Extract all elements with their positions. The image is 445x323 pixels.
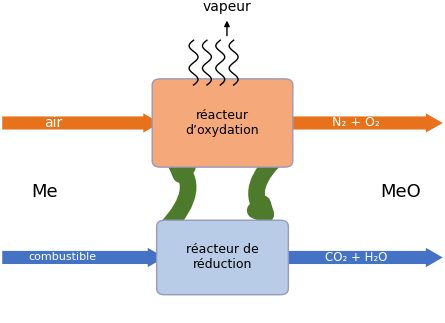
Text: CO₂ + H₂O: CO₂ + H₂O xyxy=(325,251,387,264)
Text: vapeur: vapeur xyxy=(202,0,251,14)
Polygon shape xyxy=(2,113,160,133)
FancyBboxPatch shape xyxy=(152,79,293,167)
Text: Me: Me xyxy=(31,183,58,201)
Polygon shape xyxy=(285,113,443,133)
Text: réacteur
d’oxydation: réacteur d’oxydation xyxy=(186,109,259,137)
Text: air: air xyxy=(44,116,63,130)
FancyBboxPatch shape xyxy=(157,220,288,295)
Text: combustible: combustible xyxy=(28,253,97,263)
Text: N₂ + O₂: N₂ + O₂ xyxy=(332,117,380,130)
Polygon shape xyxy=(2,248,165,267)
Text: réacteur de
réduction: réacteur de réduction xyxy=(186,244,259,271)
Polygon shape xyxy=(280,248,443,267)
Text: MeO: MeO xyxy=(380,183,421,201)
